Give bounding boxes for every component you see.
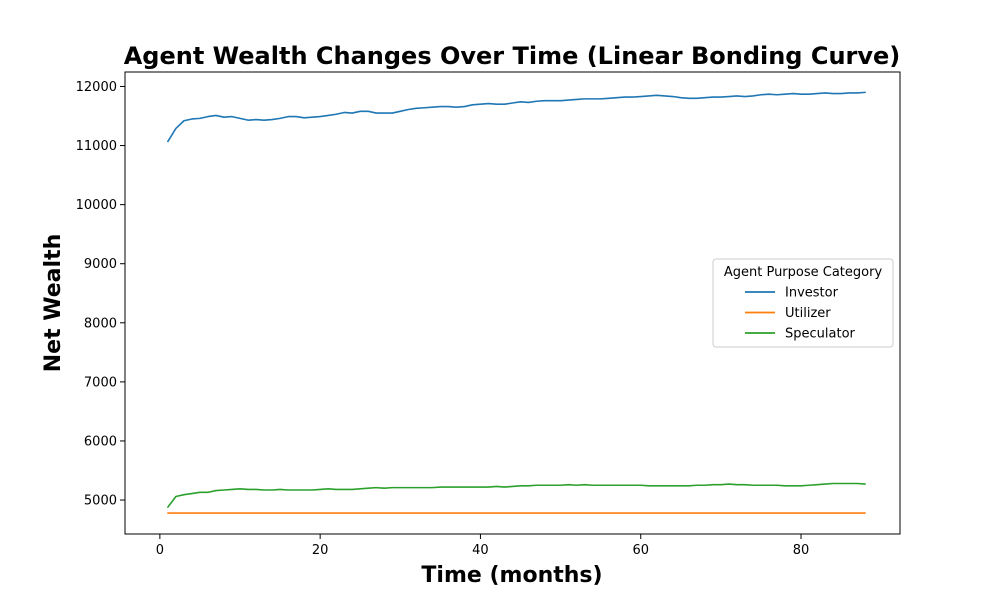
y-tick-label: 12000 xyxy=(76,80,117,95)
legend-label-investor: Investor xyxy=(785,286,839,301)
legend: Agent Purpose Category Investor Utilizer S… xyxy=(712,258,894,348)
series-lines xyxy=(167,91,866,514)
legend-label-speculator: Speculator xyxy=(785,327,856,342)
y-tick-label: 11000 xyxy=(76,139,117,154)
y-tick-label: 6000 xyxy=(84,434,117,449)
y-axis: 5000 6000 7000 8000 9000 10000 11000 12000 xyxy=(76,80,125,509)
legend-label-utilizer: Utilizer xyxy=(785,306,831,321)
y-tick-label: 10000 xyxy=(76,198,117,213)
y-tick-label: 9000 xyxy=(84,257,117,272)
y-tick-label: 5000 xyxy=(84,494,117,509)
y-tick-label: 8000 xyxy=(84,316,117,331)
legend-box xyxy=(712,258,894,348)
x-tick-label: 0 xyxy=(156,543,164,558)
series-line-speculator xyxy=(167,482,866,508)
x-tick-label: 40 xyxy=(472,543,489,558)
series-line-investor xyxy=(167,91,866,143)
legend-items: Investor Utilizer Speculator xyxy=(745,286,856,342)
y-tick-label: 7000 xyxy=(84,375,117,390)
legend-title: Agent Purpose Category xyxy=(724,265,883,280)
chart-title: Agent Wealth Changes Over Time (Linear B… xyxy=(124,42,901,70)
plot-area-frame xyxy=(124,71,901,535)
x-tick-label: 60 xyxy=(632,543,649,558)
y-axis-label: Net Wealth xyxy=(41,234,66,372)
x-axis: 0 20 40 60 80 xyxy=(156,534,810,558)
x-axis-label: Time (months) xyxy=(421,563,602,588)
x-tick-label: 80 xyxy=(793,543,810,558)
x-tick-label: 20 xyxy=(312,543,329,558)
